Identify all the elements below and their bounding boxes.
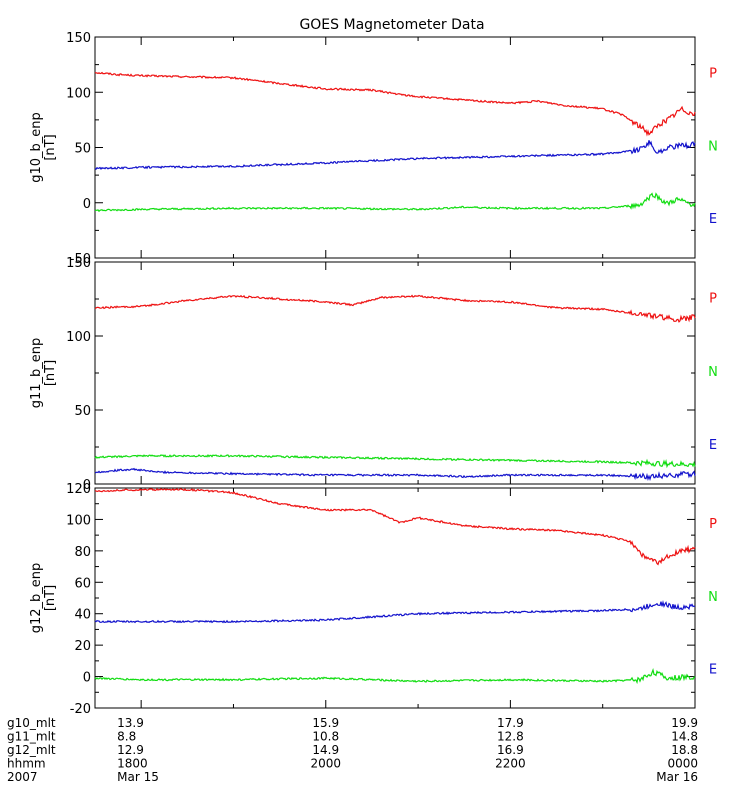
y-tick-label: 100 (66, 513, 91, 528)
legend-label-p: P (709, 517, 717, 532)
x-tick-value: Mar 15 (117, 770, 159, 784)
x-row-label: 2007 (7, 770, 38, 784)
y-axis-units: [nT] (43, 360, 58, 386)
x-tick-value: 17.9 (497, 716, 524, 730)
y-tick-label: 40 (74, 608, 91, 623)
x-row-label: g12_mlt (7, 743, 56, 757)
x-tick-value: 1800 (117, 757, 148, 771)
legend-label-p: P (709, 292, 717, 307)
y-tick-label: 50 (74, 404, 91, 419)
y-tick-label: 0 (83, 671, 91, 686)
legend-label-n: N (708, 365, 718, 380)
y-axis-units: [nT] (43, 134, 58, 160)
x-tick-value: 18.8 (671, 743, 698, 757)
legend-label-e: E (709, 662, 717, 677)
y-tick-label: 50 (74, 142, 91, 157)
panel-frame (94, 36, 696, 259)
y-axis-units: [nT] (43, 585, 58, 611)
x-tick-value: 16.9 (497, 743, 524, 757)
y-tick-label: 20 (74, 639, 91, 654)
y-tick-label: 150 (66, 256, 91, 271)
x-tick-value: 15.9 (312, 716, 339, 730)
y-tick-label: 150 (66, 31, 91, 46)
x-tick-value: 14.9 (312, 743, 339, 757)
x-tick-value: Mar 16 (656, 770, 698, 784)
legend-label-n: N (708, 139, 718, 154)
x-tick-value: 2200 (495, 757, 526, 771)
y-tick-label: -50 (70, 252, 91, 267)
y-tick-label: 120 (66, 482, 91, 497)
legend-label-n: N (708, 590, 718, 605)
series-line-n (94, 454, 696, 469)
series-line-e (94, 467, 696, 481)
x-row-label: g10_mlt (7, 716, 56, 730)
legend-label-p: P (709, 66, 717, 81)
series-line-n (94, 192, 696, 213)
y-axis-label: g10_b_enp (29, 112, 44, 183)
legend-label-e: E (709, 438, 717, 453)
x-tick-value: 10.8 (312, 730, 339, 744)
y-tick-label: 100 (66, 86, 91, 101)
panel-frame (94, 487, 696, 709)
x-row-label: hhmm (7, 757, 46, 771)
y-tick-label: 0 (83, 197, 91, 212)
x-row-label: g11_mlt (7, 730, 56, 744)
series-line-e (94, 140, 696, 171)
y-axis-label: g11_b_enp (29, 338, 44, 409)
y-tick-label: -20 (70, 702, 91, 717)
x-tick-value: 14.8 (671, 730, 698, 744)
panel-frame (94, 261, 696, 485)
legend-label-e: E (709, 212, 717, 227)
x-tick-value: 13.9 (117, 716, 144, 730)
y-axis-label: g12_b_enp (29, 563, 44, 634)
series-line-e (94, 600, 696, 624)
x-tick-value: 0000 (667, 757, 698, 771)
y-tick-label: 0 (83, 478, 91, 493)
series-line-p (94, 71, 696, 137)
y-tick-label: 100 (66, 330, 91, 345)
x-tick-value: 19.9 (671, 716, 698, 730)
x-tick-value: 2000 (310, 757, 341, 771)
series-line-p (94, 487, 696, 566)
series-line-n (94, 667, 696, 685)
x-tick-value: 8.8 (117, 730, 136, 744)
chart-title: GOES Magnetometer Data (299, 17, 484, 33)
x-tick-value: 12.9 (117, 743, 144, 757)
x-tick-value: 12.8 (497, 730, 524, 744)
series-line-p (94, 294, 696, 323)
y-tick-label: 60 (74, 576, 91, 591)
y-tick-label: 80 (74, 545, 91, 560)
